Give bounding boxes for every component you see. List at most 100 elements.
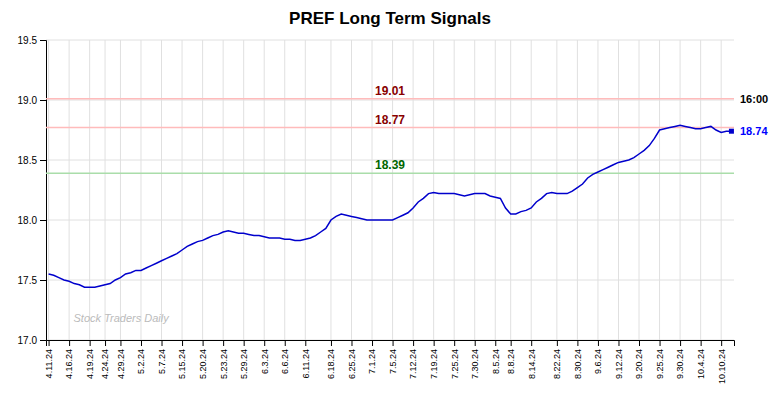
- y-axis-line: [40, 41, 47, 341]
- y-tick-label: 19.0: [18, 95, 38, 106]
- x-tick: 7.12.24: [408, 340, 418, 379]
- x-tick-label: 9.12.24: [614, 349, 624, 379]
- x-tick: 10.4.24: [696, 340, 706, 379]
- grid-line-x: [700, 40, 701, 340]
- grid-line-x: [89, 40, 90, 340]
- x-tick-label: 7.30.24: [470, 349, 480, 379]
- grid-line-x: [721, 40, 722, 340]
- reference-label: 18.39: [375, 158, 405, 172]
- x-tick-mark: [495, 340, 496, 346]
- y-tick-mark: [40, 340, 46, 341]
- y-tick-mark: [40, 280, 46, 281]
- x-tick-mark: [244, 340, 245, 346]
- y-tick-mark: [40, 160, 46, 161]
- x-tick: 5.29.24: [239, 340, 249, 379]
- grid-line-x: [243, 40, 244, 340]
- y-tick-mark: [40, 220, 46, 221]
- x-tick-mark: [162, 340, 163, 346]
- x-tick-mark: [141, 340, 142, 346]
- x-tick-label: 4.19.24: [85, 349, 95, 379]
- x-tick: 8.14.24: [527, 340, 537, 379]
- x-tick-label: 5.15.24: [177, 349, 187, 379]
- x-tick-label: 5.23.24: [219, 349, 229, 379]
- x-tick-label: 6.18.24: [326, 349, 336, 379]
- watermark: Stock Traders Daily: [74, 312, 171, 324]
- x-tick-label: 5.2.24: [136, 349, 146, 374]
- texts: 19.0118.7718.3916:0018.74Stock Traders D…: [74, 9, 769, 324]
- grid-line-x: [105, 40, 106, 340]
- reference-line: [46, 172, 734, 174]
- x-tick: 8.5.24: [491, 340, 501, 374]
- grid-line-x: [372, 40, 373, 340]
- y-tick-label: 17.0: [18, 335, 38, 346]
- x-tick-mark: [618, 340, 619, 346]
- plot-area: [46, 99, 734, 287]
- x-tick-mark: [577, 340, 578, 346]
- x-tick-mark: [351, 340, 352, 346]
- x-tick-mark: [639, 340, 640, 346]
- x-tick-label: 4.11.24: [44, 349, 54, 378]
- grid-line-x: [680, 40, 681, 340]
- x-tick-label: 7.5.24: [388, 349, 398, 374]
- y-tick-label: 18.0: [18, 215, 38, 226]
- x-tick-label: 6.3.24: [260, 349, 270, 374]
- x-tick-label: 10.4.24: [696, 349, 706, 379]
- x-tick-label: 7.12.24: [408, 349, 418, 379]
- grid-line-x: [510, 40, 511, 340]
- x-tick-label: 8.14.24: [527, 349, 537, 379]
- y-tick: 17.0: [18, 335, 46, 346]
- x-tick-mark: [264, 340, 265, 346]
- x-tick-label: 9.30.24: [675, 349, 685, 379]
- x-tick-mark: [120, 340, 121, 346]
- grid-line-x: [577, 40, 578, 340]
- x-tick: 9.30.24: [675, 340, 685, 379]
- x-tick: 7.1.24: [367, 340, 377, 374]
- grid-line-x: [474, 40, 475, 340]
- grid-line-x: [202, 40, 203, 340]
- x-tick: 5.7.24: [157, 340, 167, 374]
- x-tick-label: 8.22.24: [552, 349, 562, 379]
- grid-line-x: [433, 40, 434, 340]
- grid-line-x: [48, 40, 49, 340]
- x-tick-label: 9.20.24: [634, 349, 644, 379]
- x-tick-mark: [285, 340, 286, 346]
- x-tick-mark: [531, 340, 532, 346]
- x-tick: 8.8.24: [506, 340, 516, 374]
- x-tick-mark: [598, 340, 599, 346]
- x-tick-label: 8.30.24: [573, 349, 583, 379]
- x-tick: 5.15.24: [177, 340, 187, 379]
- x-tick-mark: [721, 340, 722, 346]
- grid-line-x: [140, 40, 141, 340]
- y-tick-label: 17.5: [18, 275, 38, 286]
- x-tick: 4.11.24: [44, 340, 54, 378]
- x-tick: 9.25.24: [655, 340, 665, 379]
- x-tick: 5.23.24: [219, 340, 229, 379]
- price-line: [49, 125, 732, 287]
- x-tick-label: 4.16.24: [64, 349, 74, 379]
- last-point-marker: [729, 129, 734, 134]
- grid-line-x: [618, 40, 619, 340]
- x-tick: 6.3.24: [260, 340, 270, 374]
- x-tick: 4.19.24: [85, 340, 95, 379]
- grid-line-x: [659, 40, 660, 340]
- x-tick: 4.24.24: [100, 340, 110, 379]
- x-tick-mark: [105, 340, 106, 346]
- x-tick-label: 10.10.24: [717, 349, 727, 384]
- grid-line-x: [330, 40, 331, 340]
- x-tick-label: 5.7.24: [157, 349, 167, 374]
- grid-line-x: [284, 40, 285, 340]
- x-tick-label: 4.29.24: [116, 349, 126, 379]
- grid-line-x: [454, 40, 455, 340]
- x-tick: 9.6.24: [593, 340, 603, 374]
- grid-line-x: [305, 40, 306, 340]
- x-tick: 6.6.24: [280, 340, 290, 374]
- grid-line-x: [351, 40, 352, 340]
- grid-line-x: [495, 40, 496, 340]
- y-tick: 17.5: [18, 275, 46, 286]
- x-tick-mark: [557, 340, 558, 346]
- x-axis-line: [47, 341, 735, 347]
- x-tick-mark: [393, 340, 394, 346]
- x-tick: 9.12.24: [614, 340, 624, 379]
- x-tick: 8.30.24: [573, 340, 583, 379]
- x-tick-label: 4.24.24: [100, 349, 110, 379]
